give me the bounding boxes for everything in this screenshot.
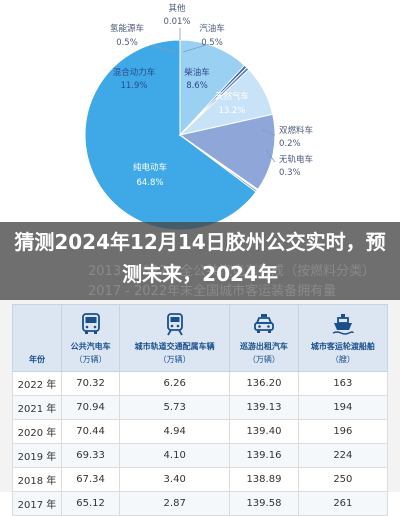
- taxi-column-header: 巡游出租汽车 （万辆）: [229, 304, 299, 372]
- taxi-cell: 139.58: [229, 491, 299, 516]
- ship-cell: 261: [297, 491, 389, 516]
- ship-column-header: 城市客运轮渡船舶 （艘）: [297, 304, 389, 372]
- equipment-table-area: 年份 公共汽电车 （万辆）: [0, 300, 400, 516]
- pie-leader-line: [261, 129, 276, 136]
- pie-leader-line: [182, 44, 207, 53]
- bus-cell: 67.34: [60, 467, 121, 492]
- taxi-cell: 136.20: [229, 371, 299, 396]
- metro-cell: 3.40: [119, 467, 231, 492]
- pie-chart-area: 纯电动车 64.8% 混合动力车 11.9% 氢能源车 0.5% 其他 0.01% 汽油车 0.5…: [0, 0, 400, 230]
- pie-leader-line: [149, 44, 176, 53]
- pie-slice-name-label: 其他: [168, 3, 186, 14]
- year-cell: 2018 年: [12, 467, 62, 492]
- pie-slice-name-label: 无轨电车: [279, 154, 313, 165]
- pie-slice-value-label: 8.6%: [186, 81, 208, 91]
- article-title[interactable]: 猜测2024年12月14日胶州公交实时，预测未来，2024年: [14, 230, 386, 286]
- taxi-cell: 139.13: [229, 395, 299, 420]
- article-banner: [0, 222, 400, 300]
- pie-slice: [179, 134, 258, 193]
- ship-cell: 250: [297, 467, 389, 492]
- table-row: 2019 年 69.33 4.10 139.16 224: [12, 443, 389, 468]
- bus-column-name: 公共汽电车: [70, 342, 111, 351]
- pie-slice: [178, 113, 276, 191]
- table-row: 2022 年 70.32 6.26 136.20 163: [12, 371, 389, 396]
- taxi-icon: [254, 314, 274, 333]
- pie-slice-name-label: 纯电动车: [133, 162, 167, 173]
- metro-cell: 2.87: [119, 491, 231, 516]
- pie-slice-value-label: 64.8%: [136, 178, 163, 188]
- pie-slice-name-label: 天然气车: [215, 91, 249, 102]
- taxi-cell: 139.16: [229, 443, 299, 468]
- bus-cell: 70.44: [60, 419, 121, 444]
- metro-cell: 6.26: [119, 371, 231, 396]
- table-row: 2021 年 70.94 5.73 139.13 194: [12, 395, 389, 420]
- table-row: 2017 年 65.12 2.87 139.58 261: [12, 491, 389, 516]
- pie-slice-value-label: 0.01%: [163, 17, 190, 27]
- pie-slice-value-label: 13.2%: [218, 106, 245, 116]
- bus-cell: 70.94: [60, 395, 121, 420]
- pie-chart: 纯电动车 64.8% 混合动力车 11.9% 氢能源车 0.5% 其他 0.01% 汽油车 0.5…: [84, 3, 313, 230]
- ship-cell: 224: [297, 443, 389, 468]
- bus-column-unit: （万辆）: [74, 355, 107, 364]
- banner-background-text: 2013 - 2022年全公共汽电车构成（按燃料分类） 2017 - 2022年…: [0, 262, 400, 302]
- year-cell: 2019 年: [12, 443, 62, 468]
- pie-leader-line: [265, 149, 276, 163]
- taxi-column-unit: （万辆）: [247, 355, 280, 364]
- table-row: 2018 年 67.34 3.40 138.89 250: [12, 467, 389, 492]
- pie-slice-value-label: 0.2%: [279, 139, 301, 149]
- bus-column-header: 公共汽电车 （万辆）: [60, 304, 121, 372]
- metro-icon: [166, 313, 183, 336]
- year-column-header: 年份: [12, 304, 62, 372]
- ship-cell: 194: [297, 395, 389, 420]
- ship-cell: 163: [297, 371, 389, 396]
- taxi-column-name: 巡游出租汽车: [239, 342, 288, 351]
- pie-slice-value-label: 0.5%: [116, 38, 138, 48]
- ship-icon: [332, 314, 354, 335]
- bus-cell: 70.32: [60, 371, 121, 396]
- metro-column-name: 城市轨道交通配属车辆: [134, 342, 215, 351]
- pie-slice: [179, 39, 246, 137]
- pie-slice-name-label: 双燃料车: [279, 125, 313, 136]
- bus-cell: 69.33: [60, 443, 121, 468]
- pie-slice-value-label: 11.9%: [120, 81, 147, 91]
- ship-column-unit: （艘）: [330, 355, 355, 364]
- pie-slice-name-label: 柴油车: [184, 67, 210, 78]
- table-header-row: 年份 公共汽电车 （万辆）: [12, 304, 389, 372]
- year-cell: 2017 年: [12, 491, 62, 516]
- bus-icon: [81, 313, 100, 334]
- pie-slice-name-label: 氢能源车: [110, 23, 144, 34]
- pie-slice-name-label: 汽油车: [199, 23, 225, 34]
- metro-column-unit: （万辆）: [158, 355, 191, 364]
- ship-cell: 196: [297, 419, 389, 444]
- taxi-cell: 138.89: [229, 467, 299, 492]
- year-cell: 2020 年: [12, 419, 62, 444]
- metro-cell: 5.73: [119, 395, 231, 420]
- pie-slice-name-label: 混合动力车: [113, 67, 156, 78]
- bus-cell: 65.12: [60, 491, 121, 516]
- pie-slice-value-label: 0.5%: [201, 38, 223, 48]
- equipment-table: 年份 公共汽电车 （万辆）: [12, 304, 389, 516]
- pie-slice-value-label: 0.3%: [279, 168, 301, 178]
- year-cell: 2021 年: [12, 395, 62, 420]
- ghost-line-2: 2017 - 2022年末全国城市客运装备拥有量: [88, 284, 337, 299]
- year-cell: 2022 年: [12, 371, 62, 396]
- metro-column-header: 城市轨道交通配属车辆 （万辆）: [119, 304, 231, 372]
- metro-cell: 4.94: [119, 419, 231, 444]
- ship-column-name: 城市客运轮渡船舶: [310, 342, 375, 351]
- taxi-cell: 139.40: [229, 419, 299, 444]
- ghost-line-1: 2013 - 2022年全公共汽电车构成（按燃料分类）: [88, 264, 376, 279]
- table-row: 2020 年 70.44 4.94 139.40 196: [12, 419, 389, 444]
- metro-cell: 4.10: [119, 443, 231, 468]
